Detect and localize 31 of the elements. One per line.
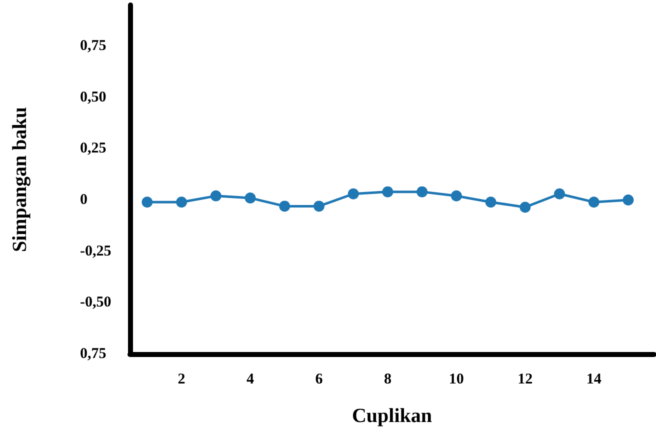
x-tick-label: 4 xyxy=(246,372,255,388)
y-tick-label: -0,50 xyxy=(80,294,112,311)
x-axis-title: Cuplikan xyxy=(352,405,432,427)
y-tick-label: 0 xyxy=(80,192,88,208)
x-tick-label: 12 xyxy=(518,372,533,388)
point xyxy=(176,196,188,208)
point xyxy=(416,186,428,198)
point xyxy=(279,200,290,212)
point xyxy=(485,196,496,208)
y-axis-title: Simpangan baku xyxy=(9,106,31,252)
x-tick-label: 8 xyxy=(384,372,392,388)
point xyxy=(520,202,531,213)
y-tick-label: 0,75 xyxy=(80,346,106,362)
point xyxy=(588,196,600,208)
point xyxy=(244,192,256,204)
x-tick-label: 2 xyxy=(178,372,186,388)
point xyxy=(210,190,222,202)
y-tick-label: 0,25 xyxy=(80,140,106,157)
point xyxy=(554,188,566,200)
x-tick-label: 10 xyxy=(448,372,464,388)
x-tick-label: 14 xyxy=(586,372,602,388)
point xyxy=(382,186,394,198)
point xyxy=(450,190,462,202)
point xyxy=(313,200,324,212)
point xyxy=(348,188,359,200)
y-tick-label: 0,50 xyxy=(80,89,106,106)
point xyxy=(142,196,153,208)
y-tick-label: -0,25 xyxy=(80,243,112,260)
x-tick-label: 6 xyxy=(315,372,324,388)
point xyxy=(622,194,634,206)
y-tick-label: 0,75 xyxy=(80,38,106,54)
